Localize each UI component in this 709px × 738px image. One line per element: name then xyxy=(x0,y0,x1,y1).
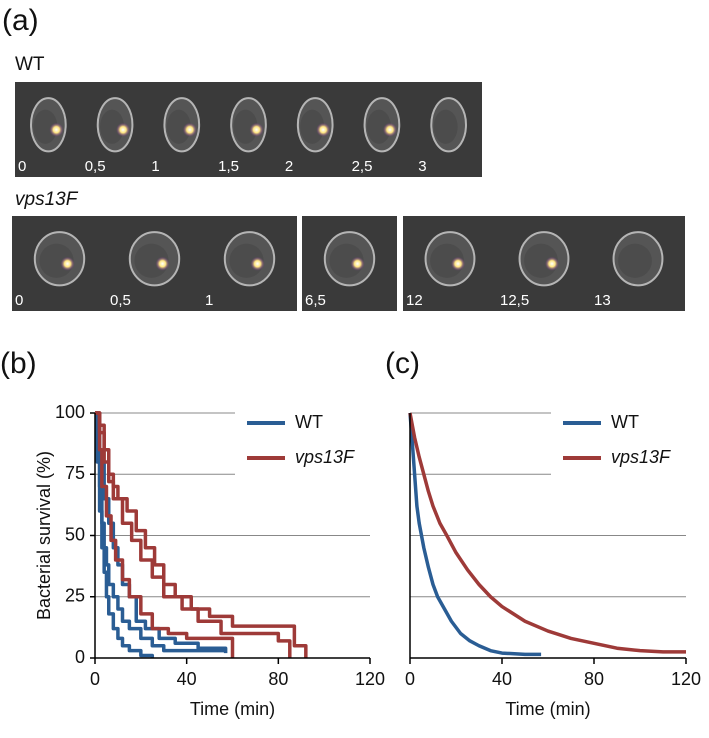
cell-inner xyxy=(233,109,258,144)
y-axis-label: Bacterial survival (%) xyxy=(34,451,54,620)
frame-time: 1 xyxy=(205,292,213,309)
cell-inner xyxy=(166,109,191,144)
frame-time: 12 xyxy=(406,292,423,309)
legend-box xyxy=(551,405,686,485)
bacterium xyxy=(49,122,64,137)
bacterium xyxy=(249,122,264,137)
bacterium xyxy=(451,256,465,271)
x-tick-label: 0 xyxy=(90,669,100,689)
bacterium xyxy=(155,256,170,271)
y-tick-label: 25 xyxy=(65,586,85,606)
y-tick-label: 50 xyxy=(65,524,85,544)
frame-time: 6,5 xyxy=(305,292,326,309)
frame-time: 0 xyxy=(18,158,26,175)
row-label: vps13F xyxy=(15,189,79,210)
frame-time: 1 xyxy=(151,158,159,175)
survival-curve xyxy=(95,411,235,658)
x-tick-label: 0 xyxy=(405,669,415,689)
row-label: WT xyxy=(15,54,45,75)
frame-time: 13 xyxy=(594,292,611,309)
legend-label: WT xyxy=(611,412,639,432)
frame-time: 0,5 xyxy=(85,158,106,175)
cell-inner xyxy=(618,243,652,278)
bacterium xyxy=(316,122,331,137)
y-tick-label: 0 xyxy=(75,647,85,667)
x-tick-label: 80 xyxy=(584,669,604,689)
x-axis-label: Time (min) xyxy=(190,699,275,719)
cell-inner xyxy=(433,109,458,144)
y-tick-label: 100 xyxy=(55,402,85,422)
survival-curve xyxy=(95,411,155,658)
survival-curve xyxy=(95,411,292,658)
bacterium xyxy=(382,122,397,137)
frame-time: 2 xyxy=(285,158,293,175)
bacterium xyxy=(116,122,131,137)
y-tick-label: 75 xyxy=(65,463,85,483)
x-tick-label: 120 xyxy=(355,669,385,689)
x-tick-label: 40 xyxy=(492,669,512,689)
frame-time: 2,5 xyxy=(352,158,373,175)
frame-time: 0 xyxy=(15,292,23,309)
cell-inner xyxy=(100,109,125,144)
x-tick-label: 40 xyxy=(177,669,197,689)
frame-time: 3 xyxy=(418,158,426,175)
legend-box xyxy=(235,405,370,485)
bacterium xyxy=(545,256,559,271)
cell-inner xyxy=(33,109,58,144)
survival-curve xyxy=(408,412,686,654)
bacterium xyxy=(350,256,365,271)
x-tick-label: 120 xyxy=(671,669,701,689)
cell-inner xyxy=(300,109,325,144)
bacterium xyxy=(182,122,197,137)
panel-label: (a) xyxy=(2,4,39,37)
survival-curve xyxy=(95,411,308,658)
bacterium xyxy=(60,256,75,271)
x-tick-label: 80 xyxy=(268,669,288,689)
survival-curve xyxy=(408,412,542,657)
legend-label: vps13F xyxy=(295,447,355,467)
frame-time: 0,5 xyxy=(110,292,131,309)
panel-label: (b) xyxy=(0,347,37,380)
frame-time: 12,5 xyxy=(500,292,529,309)
panel-label: (c) xyxy=(385,347,420,380)
frame-time: 1,5 xyxy=(218,158,239,175)
bacterium xyxy=(250,256,265,271)
cell-inner xyxy=(366,109,391,144)
legend-label: vps13F xyxy=(611,447,671,467)
legend-label: WT xyxy=(295,412,323,432)
x-axis-label: Time (min) xyxy=(505,699,590,719)
